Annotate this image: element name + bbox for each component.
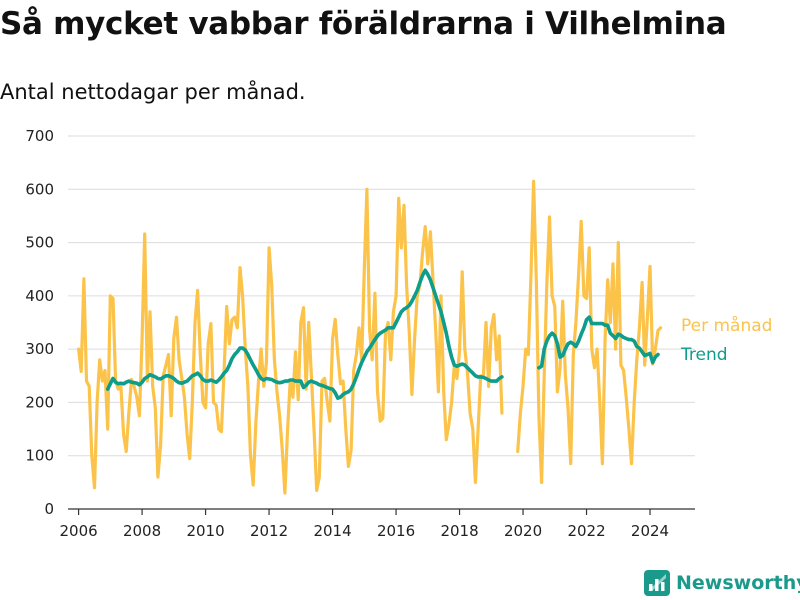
x-tick-label: 2022 (567, 522, 605, 540)
x-tick-label: 2020 (504, 522, 542, 540)
series-line-per-manad-part2 (516, 179, 663, 484)
x-tick-label: 2016 (377, 522, 415, 540)
chart-title: Så mycket vabbar föräldrarna i Vilhelmin… (0, 6, 727, 42)
y-tick-label: 400 (25, 287, 54, 305)
legend-label-trend: Trend (680, 345, 728, 365)
x-tick-label: 2006 (59, 522, 97, 540)
series-line-trend (105, 268, 504, 400)
y-tick-label: 300 (25, 340, 54, 358)
newsworthy-logo[interactable]: Newsworthy (644, 568, 800, 598)
y-tick-label: 600 (25, 180, 54, 198)
y-tick-label: 200 (25, 393, 54, 411)
legend: Per månad Trend (680, 315, 772, 365)
brand-name: Newsworthy (676, 572, 800, 594)
y-tick-label: 500 (25, 234, 54, 252)
series-line-trend-part2 (537, 315, 660, 370)
newsworthy-logo-icon (644, 570, 670, 596)
x-tick-label: 2010 (186, 522, 224, 540)
x-tick-label: 2024 (631, 522, 669, 540)
x-tick-label: 2018 (440, 522, 478, 540)
series-line-per-manad (77, 187, 504, 495)
y-tick-label: 0 (44, 500, 54, 518)
legend-label-per-manad: Per månad (681, 315, 772, 336)
y-tick-label: 100 (25, 447, 54, 465)
chart-subtitle: Antal nettodagar per månad. (0, 80, 306, 104)
y-tick-label: 700 (25, 127, 54, 145)
x-tick-label: 2014 (313, 522, 351, 540)
x-tick-label: 2012 (250, 522, 288, 540)
x-tick-label: 2008 (123, 522, 161, 540)
x-axis: 2006 2008 2010 2012 2014 2016 2018 2020 2022 2024 (59, 508, 695, 540)
y-axis-tick-labels: 0 100 200 300 400 500 600 700 (25, 127, 54, 518)
series-lines (77, 179, 663, 495)
